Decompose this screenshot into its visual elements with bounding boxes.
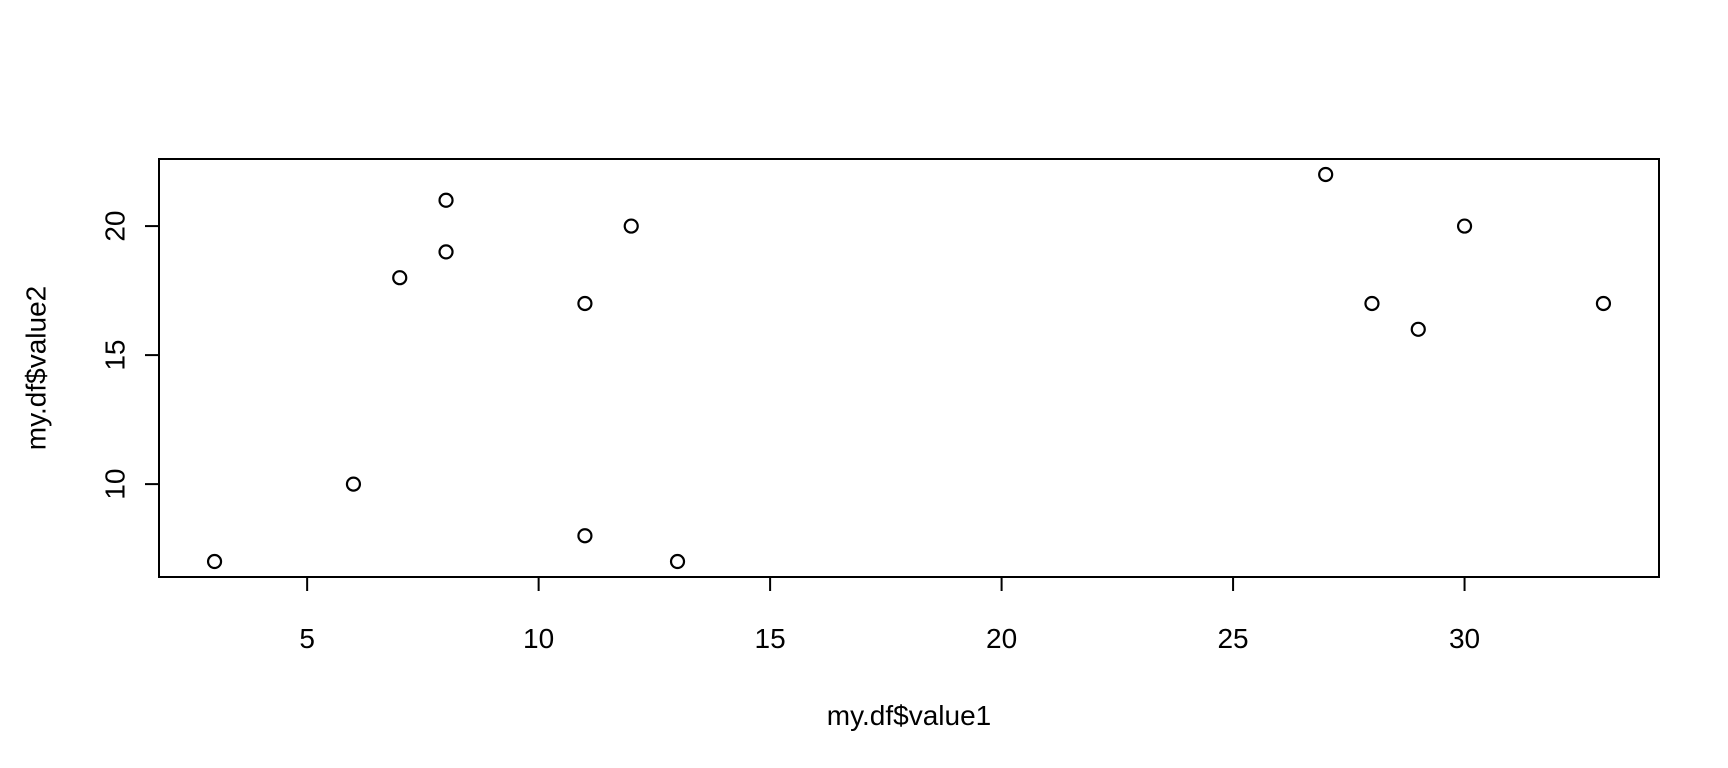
x-tick-label: 10 bbox=[523, 623, 554, 654]
x-axis-title: my.df$value1 bbox=[827, 700, 991, 731]
data-points bbox=[206, 166, 1612, 570]
y-tick-label: 15 bbox=[100, 340, 131, 371]
data-point bbox=[577, 528, 593, 544]
data-point bbox=[669, 553, 686, 570]
data-point bbox=[1595, 295, 1612, 312]
data-point bbox=[1318, 166, 1334, 183]
x-tick-label: 20 bbox=[986, 623, 1017, 654]
x-tick-label: 15 bbox=[755, 623, 786, 654]
data-point bbox=[623, 218, 639, 234]
data-point bbox=[438, 192, 454, 208]
x-tick-label: 25 bbox=[1217, 623, 1248, 654]
data-point bbox=[438, 244, 454, 260]
y-axis-title: my.df$value2 bbox=[21, 286, 52, 450]
x-tick-label: 30 bbox=[1449, 623, 1480, 654]
data-point bbox=[1364, 295, 1380, 312]
data-point bbox=[206, 553, 223, 570]
data-point bbox=[577, 295, 593, 312]
data-point bbox=[345, 476, 362, 492]
data-point bbox=[1410, 321, 1426, 337]
axes: 5 10 15 20 25 30 10 15 20 bbox=[100, 158, 1660, 654]
data-point bbox=[1456, 218, 1473, 234]
y-tick-label: 20 bbox=[100, 211, 131, 242]
data-point bbox=[392, 270, 408, 286]
x-tick-label: 5 bbox=[299, 623, 315, 654]
y-tick-label: 10 bbox=[100, 469, 131, 500]
